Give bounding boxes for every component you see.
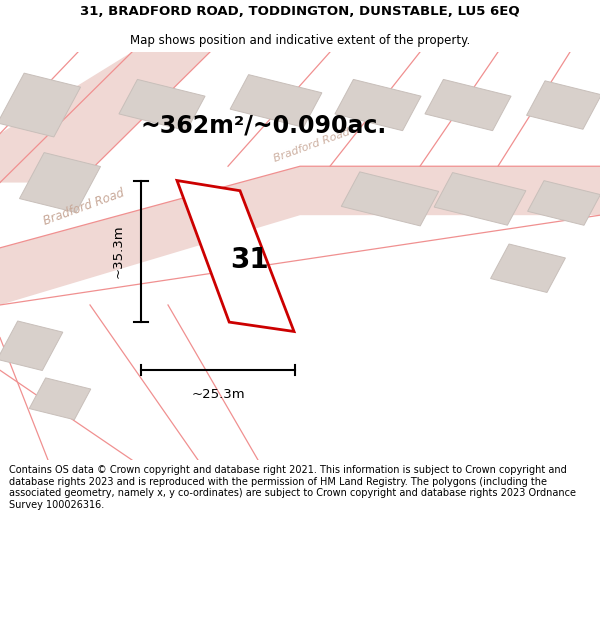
Polygon shape	[491, 244, 565, 292]
Polygon shape	[230, 74, 322, 128]
Polygon shape	[29, 378, 91, 420]
Polygon shape	[0, 166, 600, 305]
Polygon shape	[119, 79, 205, 131]
Polygon shape	[0, 321, 63, 371]
Text: Bradford Road: Bradford Road	[42, 186, 126, 228]
Polygon shape	[0, 73, 80, 137]
Polygon shape	[341, 172, 439, 226]
Text: Bradford Road: Bradford Road	[272, 127, 352, 164]
Polygon shape	[527, 181, 600, 225]
Text: Contains OS data © Crown copyright and database right 2021. This information is : Contains OS data © Crown copyright and d…	[9, 465, 576, 510]
Polygon shape	[527, 81, 600, 129]
Text: ~25.3m: ~25.3m	[191, 388, 245, 401]
Polygon shape	[434, 173, 526, 225]
Text: ~35.3m: ~35.3m	[112, 224, 125, 278]
Text: ~362m²/~0.090ac.: ~362m²/~0.090ac.	[141, 114, 387, 138]
Polygon shape	[177, 181, 294, 331]
Polygon shape	[19, 152, 101, 213]
Polygon shape	[335, 79, 421, 131]
Text: 31, BRADFORD ROAD, TODDINGTON, DUNSTABLE, LU5 6EQ: 31, BRADFORD ROAD, TODDINGTON, DUNSTABLE…	[80, 5, 520, 18]
Polygon shape	[425, 79, 511, 131]
Polygon shape	[0, 52, 210, 182]
Text: 31: 31	[230, 246, 268, 274]
Text: Map shows position and indicative extent of the property.: Map shows position and indicative extent…	[130, 34, 470, 47]
